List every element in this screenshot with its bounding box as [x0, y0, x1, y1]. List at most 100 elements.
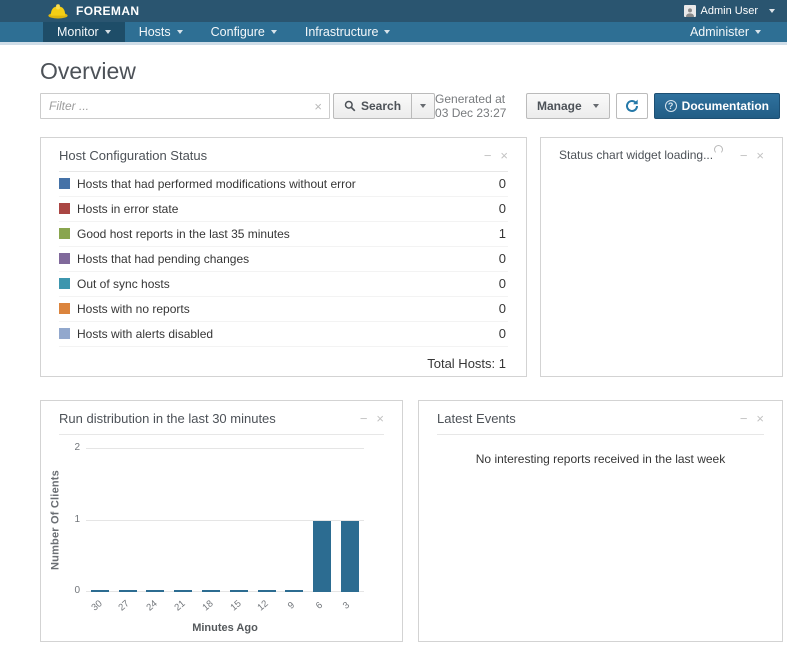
foreman-hardhat-logo-icon: [48, 3, 68, 19]
search-button-group: Search: [333, 93, 436, 119]
widget-header[interactable]: Status chart widget loading... − ×: [559, 138, 764, 170]
chart-bar: [174, 590, 193, 592]
chevron-down-icon: [384, 30, 391, 34]
user-name: Admin User: [700, 5, 758, 17]
brand[interactable]: FOREMAN: [48, 3, 139, 19]
user-menu[interactable]: Admin User: [683, 5, 775, 17]
toolbar-right: Generated at 03 Dec 23:27 Manage ? Docum…: [435, 92, 783, 120]
minimize-icon[interactable]: −: [483, 148, 492, 163]
host-status-label[interactable]: Hosts with alerts disabled: [77, 326, 214, 341]
host-status-label[interactable]: Hosts with no reports: [77, 301, 190, 316]
chevron-down-icon: [270, 30, 277, 34]
widget-row-2: Run distribution in the last 30 minutes …: [40, 400, 783, 642]
chart-bar: [341, 520, 360, 592]
host-status-label[interactable]: Out of sync hosts: [77, 276, 170, 291]
widget-latest-events: Latest Events − × No interesting reports…: [418, 400, 783, 642]
x-tick-label: 3: [341, 599, 353, 612]
widget-row-1: Host Configuration Status − × Hosts that…: [40, 137, 783, 377]
documentation-button[interactable]: ? Documentation: [653, 93, 780, 119]
host-status-label[interactable]: Hosts in error state: [77, 201, 179, 216]
chart-bar: [90, 590, 109, 592]
minimize-icon[interactable]: −: [739, 147, 748, 163]
toolbar: × Search Generated at 03 De: [40, 92, 783, 120]
chart-bar: [285, 590, 304, 592]
host-status-row: Hosts that had performed modifications w…: [59, 172, 508, 197]
chart-bar: [202, 590, 221, 592]
gridline: 1: [74, 514, 364, 525]
search-icon: [344, 100, 356, 112]
widget-host-configuration-status: Host Configuration Status − × Hosts that…: [40, 137, 527, 377]
chart-bar: [313, 520, 332, 592]
x-tick-label: 15: [228, 598, 244, 614]
minimize-icon[interactable]: −: [359, 411, 368, 426]
host-status-label[interactable]: Hosts that had pending changes: [77, 251, 250, 266]
filter-input[interactable]: [41, 94, 329, 118]
nav-item-administer[interactable]: Administer: [676, 25, 775, 39]
page-content: Overview × Search: [0, 45, 787, 642]
generated-timestamp: Generated at 03 Dec 23:27: [435, 92, 507, 120]
chart-xlabels: 30 27 24 21 18 15 12 9 6 3: [86, 595, 364, 615]
search-options-button[interactable]: [412, 93, 436, 119]
host-status-count: 0: [498, 326, 506, 341]
host-status-count: 0: [498, 251, 506, 266]
close-icon[interactable]: ×: [376, 411, 384, 426]
widget-status-chart: Status chart widget loading... − ×: [540, 137, 783, 377]
chart-bar: [118, 590, 137, 592]
user-avatar-icon: [683, 5, 696, 17]
nav-items: Monitor Hosts Configure Infrastructure: [43, 22, 404, 42]
host-status-row: Good host reports in the last 35 minutes…: [59, 222, 508, 247]
widget-run-distribution: Run distribution in the last 30 minutes …: [40, 400, 403, 642]
x-tick-label: 9: [285, 599, 297, 612]
host-status-label[interactable]: Good host reports in the last 35 minutes: [77, 226, 290, 241]
status-color-swatch: [59, 178, 70, 189]
status-color-swatch: [59, 203, 70, 214]
total-hosts: Total Hosts: 1: [427, 356, 506, 371]
widget-header[interactable]: Run distribution in the last 30 minutes …: [59, 401, 384, 435]
status-color-swatch: [59, 278, 70, 289]
filter-group: × Search: [40, 93, 436, 119]
manage-button[interactable]: Manage: [525, 93, 610, 119]
widget-header[interactable]: Latest Events − ×: [437, 401, 764, 435]
chevron-down-icon: [104, 30, 111, 34]
x-tick-label: 27: [116, 598, 133, 614]
nav-item-configure[interactable]: Configure: [197, 22, 291, 42]
host-status-row: Hosts that had pending changes 0: [59, 247, 508, 272]
chevron-down-icon: [769, 9, 775, 13]
host-status-row: Hosts in error state 0: [59, 197, 508, 222]
nav-item-monitor[interactable]: Monitor: [43, 22, 125, 42]
host-status-count: 0: [498, 201, 506, 216]
chart-bar: [257, 590, 276, 592]
nav-item-hosts[interactable]: Hosts: [125, 22, 197, 42]
loading-text: Status chart widget loading...: [559, 148, 714, 162]
status-color-swatch: [59, 303, 70, 314]
x-axis-label: Minutes Ago: [192, 622, 258, 634]
chart-bar: [146, 590, 165, 592]
widget-title: Latest Events: [437, 411, 516, 426]
search-button[interactable]: Search: [333, 93, 413, 119]
x-tick-label: 6: [313, 599, 325, 612]
host-status-count: 0: [498, 276, 506, 291]
x-tick-label: 12: [255, 598, 272, 614]
widget-header[interactable]: Host Configuration Status − ×: [59, 138, 508, 172]
host-status-label[interactable]: Hosts that had performed modifications w…: [77, 176, 356, 191]
refresh-button[interactable]: [615, 93, 648, 119]
chevron-down-icon: [420, 104, 427, 108]
host-status-count: 0: [498, 176, 506, 191]
chevron-down-icon: [755, 30, 761, 34]
gridline: 0: [74, 585, 364, 596]
close-icon[interactable]: ×: [756, 147, 764, 163]
nav-item-infrastructure[interactable]: Infrastructure: [291, 22, 405, 42]
clear-filter-icon[interactable]: ×: [314, 98, 322, 114]
page-title: Overview: [40, 58, 136, 84]
host-status-count: 1: [498, 226, 506, 241]
close-icon[interactable]: ×: [500, 148, 508, 163]
close-icon[interactable]: ×: [756, 411, 764, 426]
spinner-icon: [714, 145, 724, 154]
chevron-down-icon: [592, 104, 599, 108]
x-tick-label: 30: [89, 598, 105, 614]
host-status-row: Hosts with no reports 0: [59, 297, 508, 322]
minimize-icon[interactable]: −: [739, 411, 748, 426]
chart-bar: [229, 590, 248, 592]
events-empty-message: No interesting reports received in the l…: [475, 452, 726, 466]
widget-title: Host Configuration Status: [59, 148, 208, 163]
